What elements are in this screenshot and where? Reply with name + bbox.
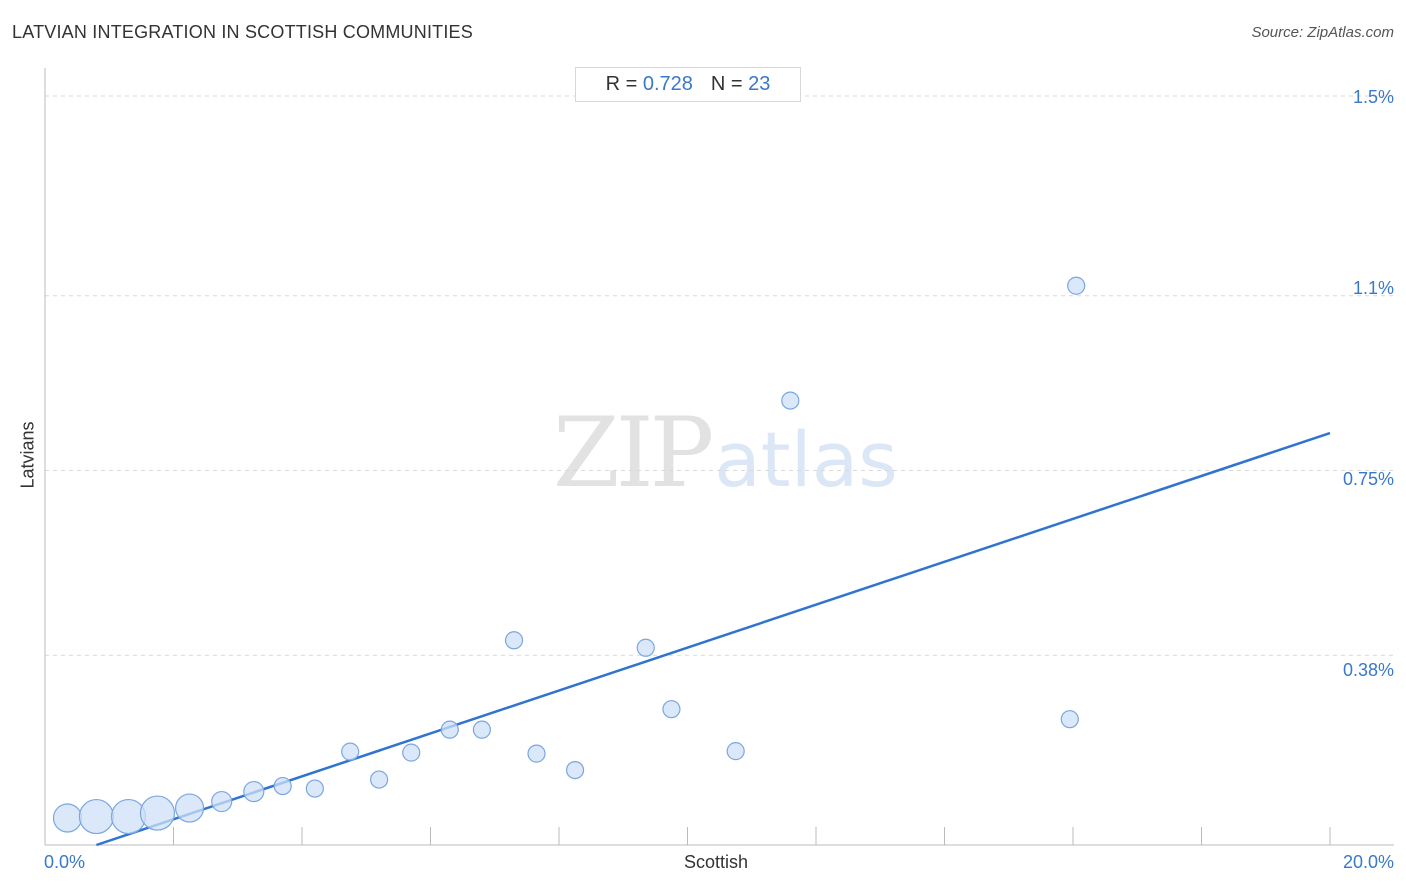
data-point-0 — [52, 803, 83, 833]
data-point-17 — [636, 638, 655, 657]
r-stat: R = 0.728 — [606, 73, 693, 96]
x-tick-label-max: 20.0% — [1342, 852, 1394, 872]
data-point-3 — [139, 795, 176, 831]
data-point-4 — [174, 793, 205, 823]
data-point-1 — [78, 798, 115, 835]
data-point-21 — [1060, 710, 1079, 729]
x-axis-label: Scottish — [683, 852, 749, 872]
y-axis-label: Latvians — [17, 421, 38, 489]
data-point-11 — [402, 743, 421, 762]
data-point-16 — [565, 760, 585, 780]
y-tick-label-0: 0.38% — [1342, 660, 1394, 680]
data-point-14 — [504, 631, 524, 650]
y-tick-label-2: 1.1% — [1352, 278, 1394, 298]
data-point-15 — [527, 744, 546, 763]
data-point-5 — [211, 790, 233, 813]
data-point-7 — [273, 776, 292, 796]
stats-box: R = 0.728 N = 23 — [575, 67, 801, 102]
x-tick-label-min: 0.0% — [44, 852, 86, 872]
r-label: R = — [605, 73, 638, 95]
data-point-22 — [1067, 276, 1086, 295]
y-tick-label-3: 1.5% — [1352, 87, 1394, 107]
data-point-6 — [243, 780, 265, 803]
r-value: 0.728 — [642, 73, 693, 95]
n-stat: N = 23 — [711, 73, 771, 96]
chart-title: LATVIAN INTEGRATION IN SCOTTISH COMMUNIT… — [12, 22, 473, 42]
data-point-20 — [781, 391, 800, 410]
data-point-13 — [472, 720, 491, 739]
n-label: N = — [710, 73, 743, 95]
source-credit: Source: ZipAtlas.com — [1251, 24, 1394, 41]
data-point-8 — [305, 779, 324, 798]
data-point-10 — [370, 770, 389, 789]
data-point-9 — [341, 742, 360, 761]
n-value: 23 — [748, 73, 771, 95]
y-tick-label-1: 0.75% — [1342, 469, 1394, 489]
trend-line — [96, 431, 1331, 847]
data-point-12 — [440, 720, 459, 739]
data-point-19 — [726, 742, 745, 761]
data-point-18 — [662, 700, 681, 719]
